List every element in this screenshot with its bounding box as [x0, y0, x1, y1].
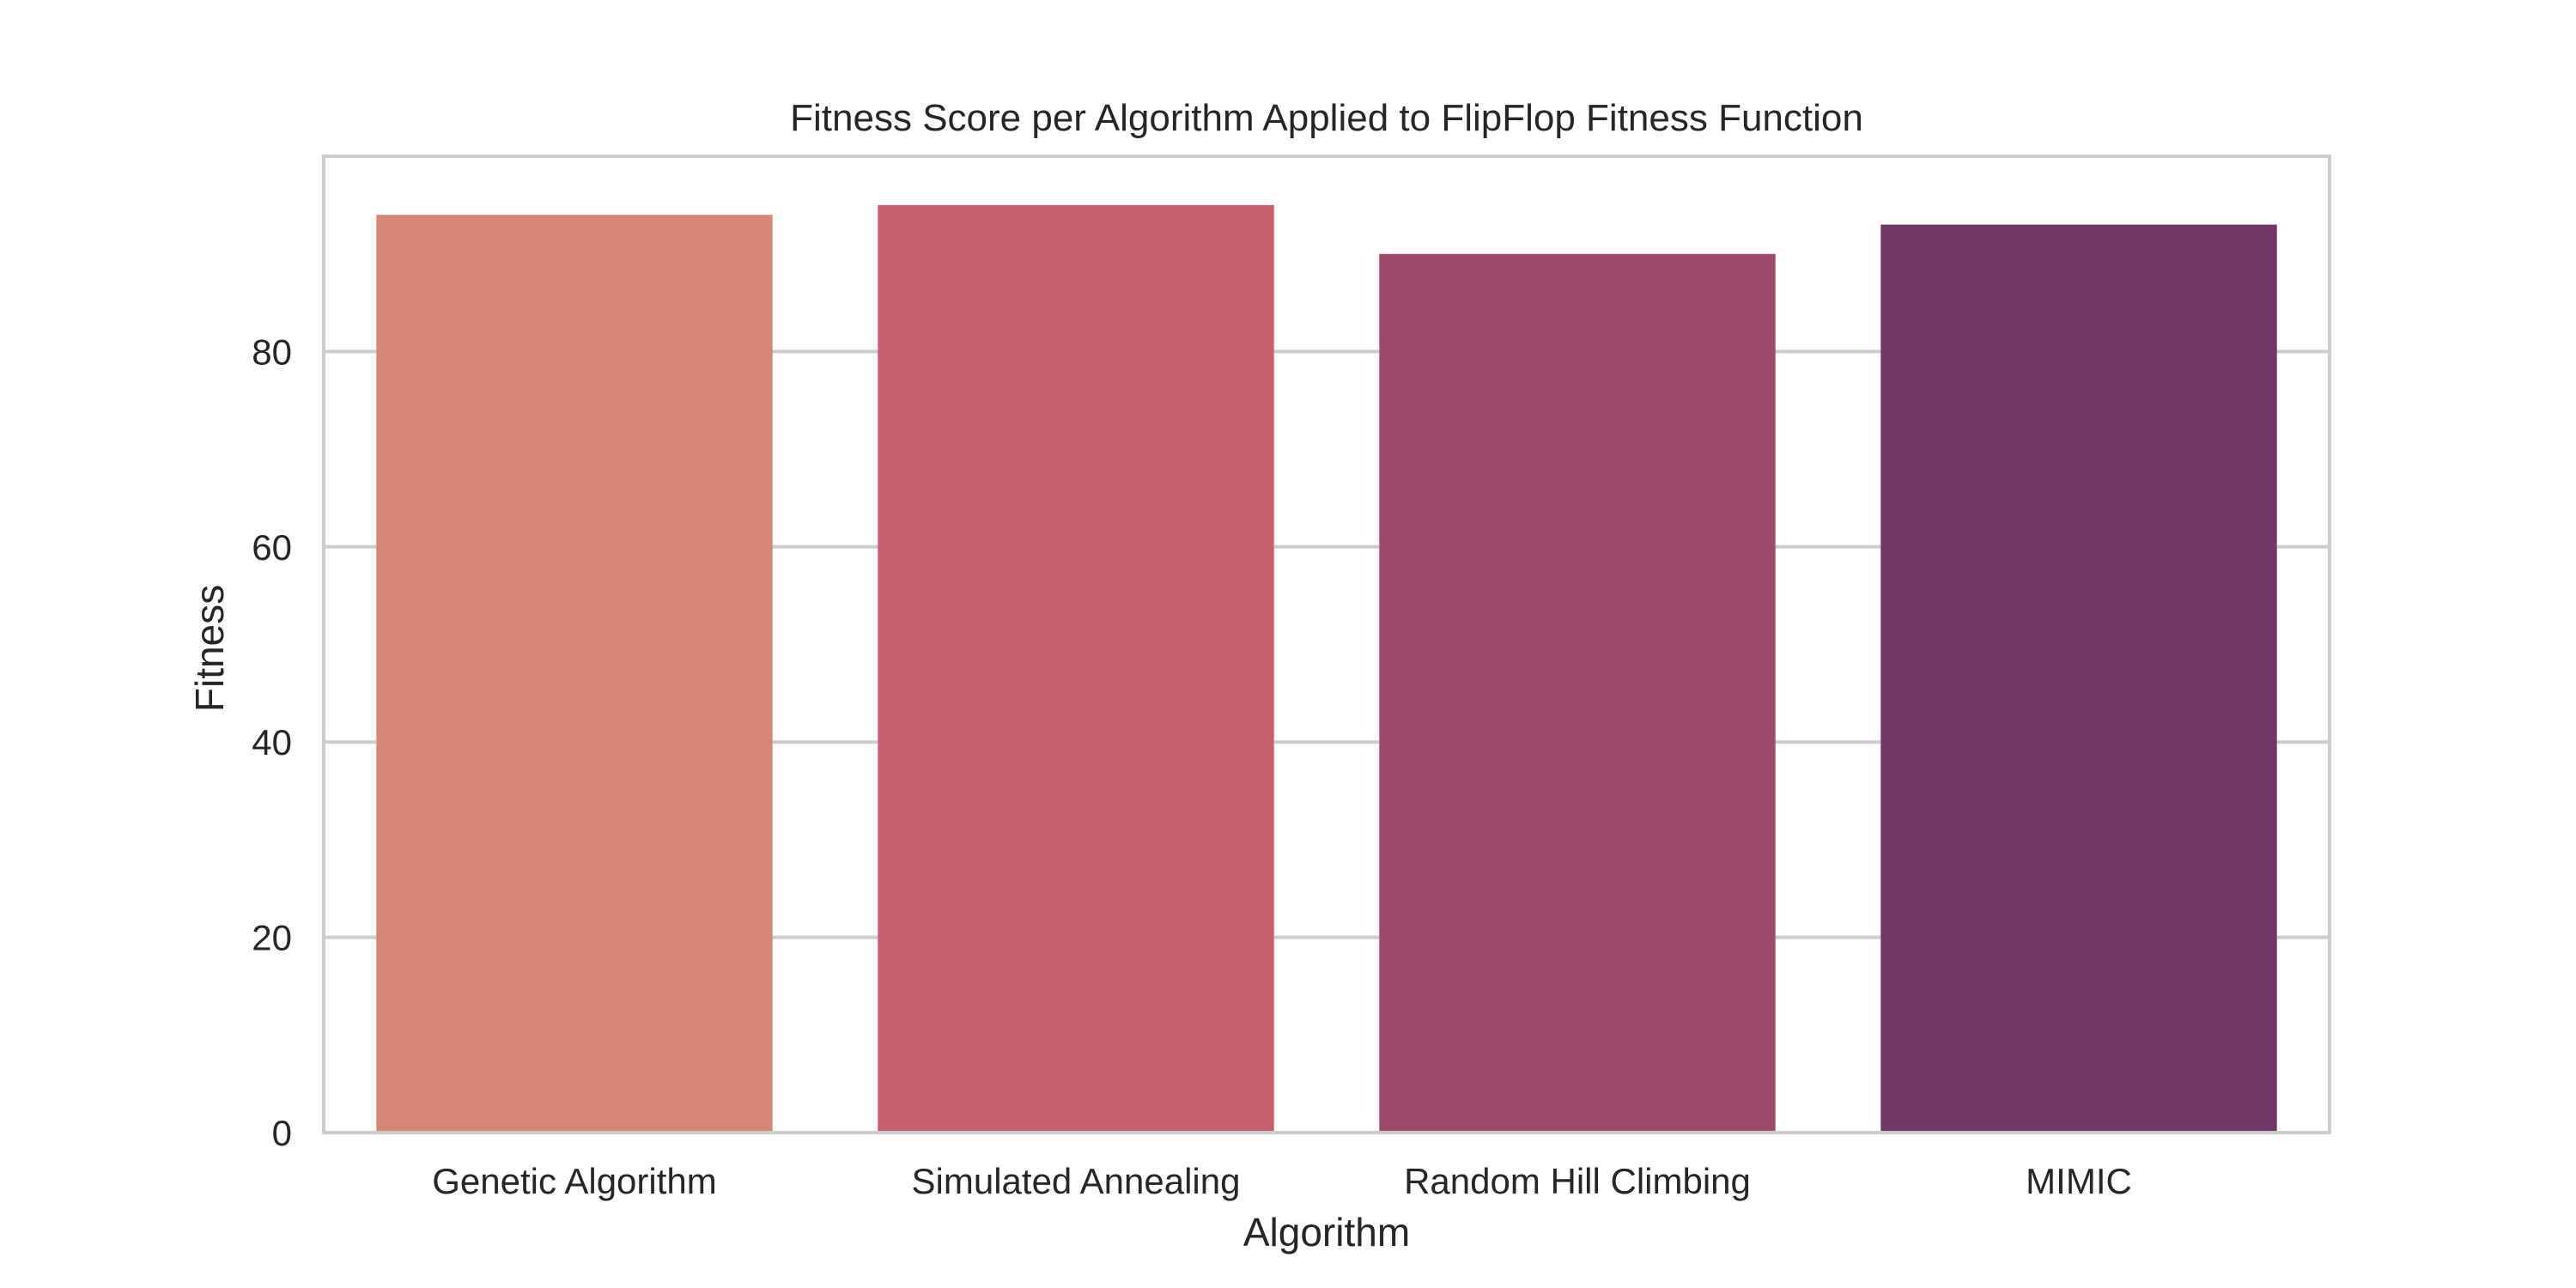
x-axis-label: Algorithm [1243, 1210, 1410, 1255]
bar [376, 215, 773, 1133]
x-tick-labels: Genetic Algorithm Simulated Annealing Rand… [432, 1161, 2132, 1201]
y-tick-label: 40 [252, 722, 292, 762]
x-tick-label: Genetic Algorithm [432, 1161, 717, 1201]
y-axis-label: Fitness [187, 585, 232, 712]
x-tick-label: Random Hill Climbing [1404, 1161, 1751, 1201]
bar [1880, 224, 2277, 1133]
y-tick-label: 60 [252, 527, 292, 568]
bar [1379, 253, 1776, 1133]
bar [878, 204, 1274, 1133]
bars [376, 204, 2277, 1133]
y-tick-label: 80 [252, 331, 292, 372]
y-tick-labels: 0 20 40 60 80 [252, 331, 292, 1153]
chart-title: Fitness Score per Algorithm Applied to F… [790, 97, 1863, 139]
x-tick-label: MIMIC [2026, 1161, 2132, 1201]
y-tick-label: 0 [272, 1113, 292, 1153]
x-tick-label: Simulated Annealing [912, 1161, 1241, 1201]
y-tick-label: 20 [252, 918, 292, 958]
plot-frame [322, 155, 2331, 1134]
